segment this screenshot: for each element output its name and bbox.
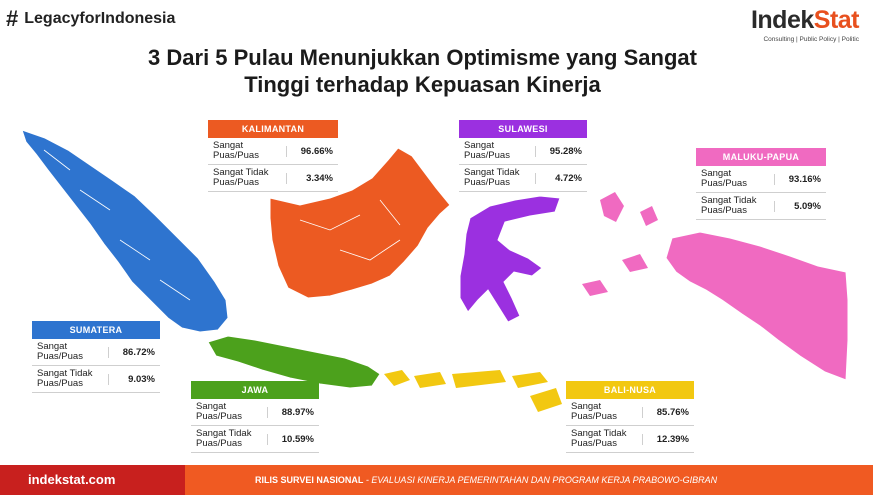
table-row: Sangat Tidak Puas/Puas 9.03% [32,366,160,393]
row-value: 88.97% [267,406,314,418]
map-maluku-islands [582,192,658,296]
card-jawa: JAWA Sangat Puas/Puas 88.97% Sangat Tida… [191,381,319,453]
footer-release-bold: RILIS SURVEI NASIONAL [255,475,364,485]
footer-release-rest: - EVALUASI KINERJA PEMERINTAHAN DAN PROG… [363,475,718,485]
map-bali-nusa [384,370,562,412]
row-label: Sangat Tidak Puas/Puas [701,195,757,216]
row-label: Sangat Tidak Puas/Puas [571,428,627,449]
card-sulawesi-title: SULAWESI [459,120,587,138]
row-label: Sangat Puas/Puas [701,168,747,189]
table-row: Sangat Tidak Puas/Puas 4.72% [459,165,587,192]
card-bali-nusa: BALI-NUSA Sangat Puas/Puas 85.76% Sangat… [566,381,694,453]
table-row: Sangat Puas/Puas 86.72% [32,339,160,366]
row-label: Sangat Puas/Puas [37,341,83,362]
row-label: Sangat Tidak Puas/Puas [464,167,520,188]
logo-tagline: Consulting | Public Policy | Politic [763,36,859,43]
row-label: Sangat Tidak Puas/Puas [37,368,93,389]
row-value: 3.34% [286,172,333,184]
table-row: Sangat Tidak Puas/Puas 10.59% [191,426,319,453]
card-bali-nusa-title: BALI-NUSA [566,381,694,399]
table-row: Sangat Tidak Puas/Puas 12.39% [566,426,694,453]
row-label: Sangat Puas/Puas [571,401,617,422]
map-sumatera [21,129,229,333]
table-row: Sangat Puas/Puas 88.97% [191,399,319,426]
indekstat-logo: IndekStat Consulting | Public Policy | P… [750,6,860,44]
title-line-1: 3 Dari 5 Pulau Menunjukkan Optimisme yan… [148,45,697,70]
map-jawa [207,335,381,389]
hash-icon: # [6,6,19,31]
table-row: Sangat Puas/Puas 95.28% [459,138,587,165]
card-sumatera-title: SUMATERA [32,321,160,339]
footer-site[interactable]: indekstat.com [0,465,185,495]
card-sulawesi: SULAWESI Sangat Puas/Puas 95.28% Sangat … [459,120,587,192]
row-value: 10.59% [267,433,314,445]
row-label: Sangat Puas/Puas [464,140,510,161]
hashtag: # LegacyforIndonesia [6,8,175,30]
table-row: Sangat Puas/Puas 96.66% [208,138,338,165]
logo-text-2: Stat [813,6,860,34]
row-value: 93.16% [774,173,821,185]
row-value: 4.72% [535,172,582,184]
page-title: 3 Dari 5 Pulau Menunjukkan Optimisme yan… [70,44,775,98]
table-row: Sangat Puas/Puas 93.16% [696,166,826,193]
logo-text-1: Indek [750,6,814,34]
map-sulawesi [459,195,561,323]
footer-release: RILIS SURVEI NASIONAL - EVALUASI KINERJA… [185,465,873,495]
row-value: 12.39% [642,433,689,445]
row-label: Sangat Tidak Puas/Puas [196,428,252,449]
hashtag-text: LegacyforIndonesia [24,10,176,27]
card-kalimantan-title: KALIMANTAN [208,120,338,138]
row-label: Sangat Puas/Puas [196,401,242,422]
card-maluku-papua-title: MALUKU-PAPUA [696,148,826,166]
card-maluku-papua: MALUKU-PAPUA Sangat Puas/Puas 93.16% San… [696,148,826,220]
title-line-2: Tinggi terhadap Kepuasan Kinerja [244,72,601,97]
card-kalimantan: KALIMANTAN Sangat Puas/Puas 96.66% Sanga… [208,120,338,192]
footer: indekstat.com RILIS SURVEI NASIONAL - EV… [0,465,873,495]
card-jawa-title: JAWA [191,381,319,399]
table-row: Sangat Tidak Puas/Puas 5.09% [696,193,826,220]
map-maluku-papua [665,231,849,381]
table-row: Sangat Tidak Puas/Puas 3.34% [208,165,338,192]
row-label: Sangat Puas/Puas [213,140,259,161]
row-value: 86.72% [108,346,155,358]
row-value: 9.03% [108,373,155,385]
row-label: Sangat Tidak Puas/Puas [213,167,269,188]
map-kalimantan [269,147,451,299]
row-value: 95.28% [535,145,582,157]
row-value: 96.66% [286,145,333,157]
row-value: 5.09% [774,200,821,212]
row-value: 85.76% [642,406,689,418]
table-row: Sangat Puas/Puas 85.76% [566,399,694,426]
card-sumatera: SUMATERA Sangat Puas/Puas 86.72% Sangat … [32,321,160,393]
